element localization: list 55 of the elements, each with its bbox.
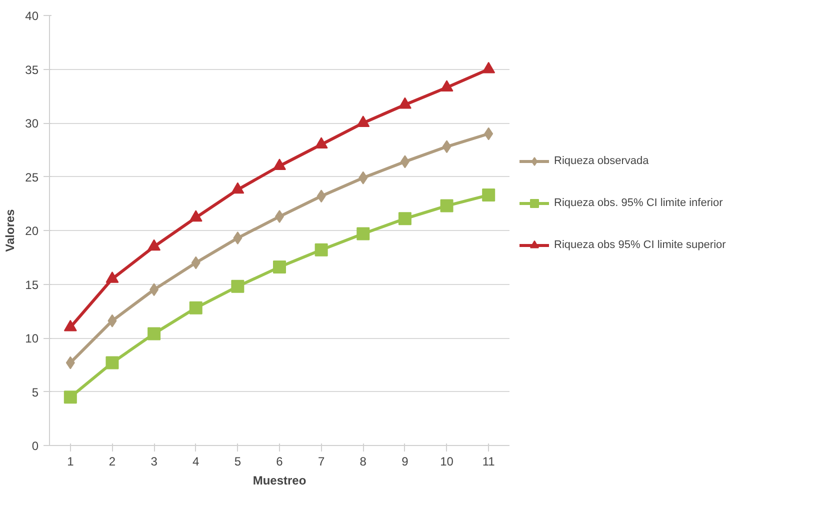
point xyxy=(231,182,244,194)
point xyxy=(273,260,286,274)
point xyxy=(482,188,496,202)
point xyxy=(314,243,328,256)
x-tick-label: 7 xyxy=(318,454,325,468)
x-tick-label: 5 xyxy=(234,454,242,468)
legend-label: Riqueza obs 95% CI limite superior xyxy=(554,239,726,251)
y-tick-label: 15 xyxy=(25,278,39,292)
point xyxy=(482,62,496,74)
point xyxy=(398,97,412,109)
point xyxy=(191,256,200,270)
point xyxy=(440,199,454,212)
point xyxy=(108,314,117,328)
point xyxy=(358,171,368,184)
x-tick-label: 10 xyxy=(440,454,454,468)
x-tick-label: 3 xyxy=(150,454,158,468)
y-tick-label: 20 xyxy=(25,224,39,238)
point xyxy=(64,390,77,404)
point xyxy=(356,227,370,240)
x-tick-label: 1 xyxy=(67,454,74,468)
y-tick-label: 40 xyxy=(25,9,39,23)
point xyxy=(356,116,370,127)
point xyxy=(233,232,242,245)
point xyxy=(150,283,159,296)
point xyxy=(398,212,412,226)
point xyxy=(442,140,452,154)
y-tick-label: 10 xyxy=(25,332,39,346)
y-tick-label: 30 xyxy=(25,116,39,130)
legend-label: Riqueza observada xyxy=(554,155,649,167)
y-tick-label: 25 xyxy=(25,170,39,184)
point xyxy=(189,301,202,314)
x-tick-label: 2 xyxy=(108,454,116,468)
point xyxy=(148,239,161,251)
y-axis-title: Valores xyxy=(3,208,18,252)
point xyxy=(273,158,286,170)
x-tick-label: 6 xyxy=(276,454,284,468)
x-tick-label: 9 xyxy=(402,454,409,468)
x-tick-label: 11 xyxy=(482,454,496,468)
y-tick-label: 5 xyxy=(32,385,39,400)
point xyxy=(106,356,119,370)
x-axis-title: Muestreo xyxy=(252,474,306,488)
point xyxy=(66,356,75,370)
point xyxy=(314,137,328,148)
point xyxy=(189,210,202,222)
point xyxy=(400,155,410,168)
point xyxy=(148,327,161,340)
y-tick-label: 35 xyxy=(25,62,39,77)
x-tick-label: 8 xyxy=(360,454,367,468)
legend-label: Riqueza obs. 95% CI limite inferior xyxy=(554,197,723,209)
point xyxy=(440,80,454,92)
y-tick-label: 0 xyxy=(32,439,39,453)
point xyxy=(316,190,326,203)
x-tick-label: 4 xyxy=(192,454,200,468)
point xyxy=(231,280,244,293)
point xyxy=(484,127,494,140)
